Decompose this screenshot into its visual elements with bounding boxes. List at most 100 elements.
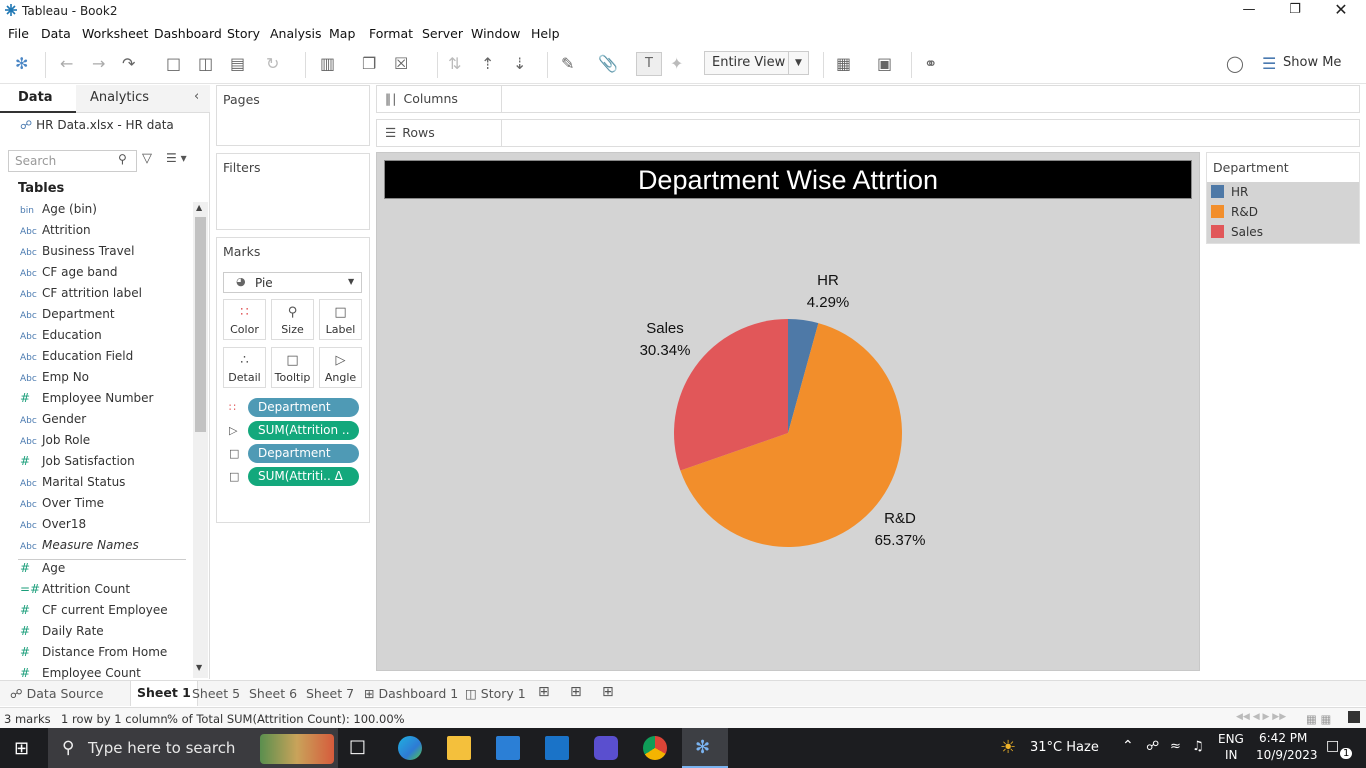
tab-analytics[interactable]: Analytics [76, 85, 210, 113]
field-item[interactable]: Abc Marital Status [20, 475, 125, 496]
show-cards-icon[interactable]: ▦ [836, 54, 852, 73]
field-item[interactable]: bin Age (bin) [20, 202, 97, 223]
menu-format[interactable]: Format [369, 26, 414, 41]
pin-icon[interactable]: ✦ [670, 54, 684, 73]
tableau-home-icon[interactable]: ✻ [15, 54, 29, 73]
field-item[interactable]: =# Attrition Count [20, 582, 130, 603]
field-item[interactable]: # Distance From Home [20, 645, 167, 666]
new-worksheet-icon[interactable]: ▥ [320, 54, 336, 73]
fit-dropdown[interactable]: Entire View ▼ [704, 51, 809, 75]
sort-ascending-icon[interactable]: ⇡ [481, 54, 495, 73]
menu-help[interactable]: Help [531, 26, 560, 41]
scroll-down-icon[interactable]: ▼ [196, 663, 203, 672]
field-item[interactable]: Abc Emp No [20, 370, 89, 391]
tab-story-1[interactable]: ◫ Story 1 [465, 686, 526, 701]
pill-sum-attrition-label[interactable]: SUM(Attriti.. Δ [248, 467, 359, 486]
refresh-icon[interactable]: ↻ [266, 54, 280, 73]
task-view-icon[interactable]: □ [349, 736, 367, 757]
tab-sheet-1[interactable]: Sheet 1 [130, 681, 198, 706]
size-button[interactable]: ⚲ Size [271, 299, 314, 340]
tab-dashboard-1[interactable]: ⊞ Dashboard 1 [364, 686, 458, 701]
pill-department-label[interactable]: Department [248, 444, 359, 463]
edge-icon[interactable] [398, 736, 422, 760]
duplicate-sheet-icon[interactable]: ❐ [362, 54, 377, 73]
field-item[interactable]: Abc Education [20, 328, 102, 349]
filter-icon[interactable]: ▽ [142, 151, 152, 166]
field-item[interactable]: Abc Business Travel [20, 244, 134, 265]
tableau-taskbar-button[interactable] [682, 728, 728, 768]
menu-analysis[interactable]: Analysis [270, 26, 322, 41]
pie-slice-sales[interactable] [674, 319, 788, 471]
field-item[interactable]: Abc Attrition [20, 223, 91, 244]
mail-icon[interactable] [545, 736, 569, 760]
sheet-nav-icon[interactable]: ◀◀ ◀ ▶ ▶▶ [1236, 712, 1287, 722]
menu-server[interactable]: Server [422, 26, 463, 41]
clock-time[interactable]: 6:42 PM [1259, 731, 1308, 745]
swap-icon[interactable]: ⇅ [448, 54, 462, 73]
format-painter-icon[interactable]: ◯ [1226, 54, 1244, 73]
label-button[interactable]: □ Label [319, 299, 362, 340]
legend-item-hr[interactable]: HR [1211, 185, 1248, 199]
redo-icon[interactable]: → [92, 54, 106, 73]
wifi-icon[interactable]: ≈ [1170, 739, 1181, 754]
pause-updates-icon[interactable]: ▤ [230, 54, 246, 73]
field-item[interactable]: # CF current Employee [20, 603, 168, 624]
show-me-button[interactable]: Show Me [1283, 55, 1342, 70]
field-item[interactable]: Abc Department [20, 307, 115, 328]
menu-window[interactable]: Window [471, 26, 521, 41]
file-explorer-icon[interactable] [447, 736, 471, 760]
new-datasource-icon[interactable]: ◫ [198, 54, 214, 73]
field-item[interactable]: # Daily Rate [20, 624, 104, 645]
filmstrip-view-icon[interactable] [1348, 711, 1360, 723]
field-item[interactable]: Abc Measure Names [20, 538, 139, 559]
pie-chart[interactable]: HR 4.29% R&D 65.37% Sales 30.34% [600, 260, 1000, 580]
field-item[interactable]: Abc Job Role [20, 433, 90, 454]
menu-story[interactable]: Story [227, 26, 261, 41]
scroll-up-icon[interactable]: ▲ [196, 203, 203, 212]
meet-now-icon[interactable]: ☍ [1146, 739, 1160, 754]
legend-item-rnd[interactable]: R&D [1211, 205, 1258, 219]
angle-button[interactable]: ▷ Angle [319, 347, 362, 388]
language-in[interactable]: IN [1225, 748, 1238, 762]
menu-dashboard[interactable]: Dashboard [154, 26, 222, 41]
collapse-pane-icon[interactable]: ‹ [194, 89, 200, 104]
copilot-icon[interactable] [594, 736, 618, 760]
field-item[interactable]: # Job Satisfaction [20, 454, 135, 475]
columns-shelf[interactable]: ∥∣ Columns [376, 85, 1360, 113]
pill-department-color[interactable]: Department [248, 398, 359, 417]
show-mark-labels-icon[interactable]: T [636, 52, 662, 76]
group-icon[interactable]: 📎 [598, 54, 618, 73]
field-item[interactable]: # Age [20, 561, 65, 582]
legend-item-sales[interactable]: Sales [1211, 225, 1263, 239]
presentation-mode-icon[interactable]: ▣ [877, 54, 893, 73]
new-story-icon[interactable]: ⊞ [602, 684, 614, 700]
tab-sheet-7[interactable]: Sheet 7 [306, 686, 355, 701]
volume-icon[interactable]: ♫ [1192, 739, 1204, 754]
mark-type-dropdown[interactable]: ◕ Pie ▼ [223, 272, 362, 293]
field-item[interactable]: # Employee Count [20, 666, 141, 687]
notification-icon[interactable]: □ [1326, 738, 1340, 754]
language-eng[interactable]: ENG [1218, 732, 1244, 746]
chrome-icon[interactable] [643, 736, 667, 760]
save-icon[interactable]: □ [166, 54, 182, 73]
tab-sheet-5[interactable]: Sheet 5 [192, 686, 241, 701]
field-item[interactable]: Abc Over18 [20, 517, 86, 538]
pill-sum-attrition-angle[interactable]: SUM(Attrition .. [248, 421, 359, 440]
tab-data[interactable]: Data [0, 85, 76, 113]
detail-button[interactable]: ∴ Detail [223, 347, 266, 388]
new-sheet-icon[interactable]: ⊞ [538, 684, 550, 700]
pie-slice-hr[interactable] [788, 319, 819, 433]
field-item[interactable]: # Employee Number [20, 391, 153, 412]
grid-view-icon[interactable]: ▦ ▦ [1306, 712, 1332, 726]
rows-shelf[interactable]: ☰ Rows [376, 119, 1360, 147]
pages-shelf[interactable]: Pages [216, 85, 370, 146]
view-options-icon[interactable]: ☰ ▾ [166, 151, 187, 165]
tray-chevron-icon[interactable]: ⌃ [1122, 738, 1134, 754]
minimize-icon[interactable]: — [1242, 2, 1256, 17]
field-item[interactable]: Abc Over Time [20, 496, 104, 517]
color-button[interactable]: ∷ Color [223, 299, 266, 340]
store-icon[interactable] [496, 736, 520, 760]
windows-start-icon[interactable]: ⊞ [14, 738, 30, 759]
highlight-icon[interactable]: ✎ [561, 54, 575, 73]
datasource-item[interactable]: ☍ HR Data.xlsx - HR data [20, 118, 174, 132]
